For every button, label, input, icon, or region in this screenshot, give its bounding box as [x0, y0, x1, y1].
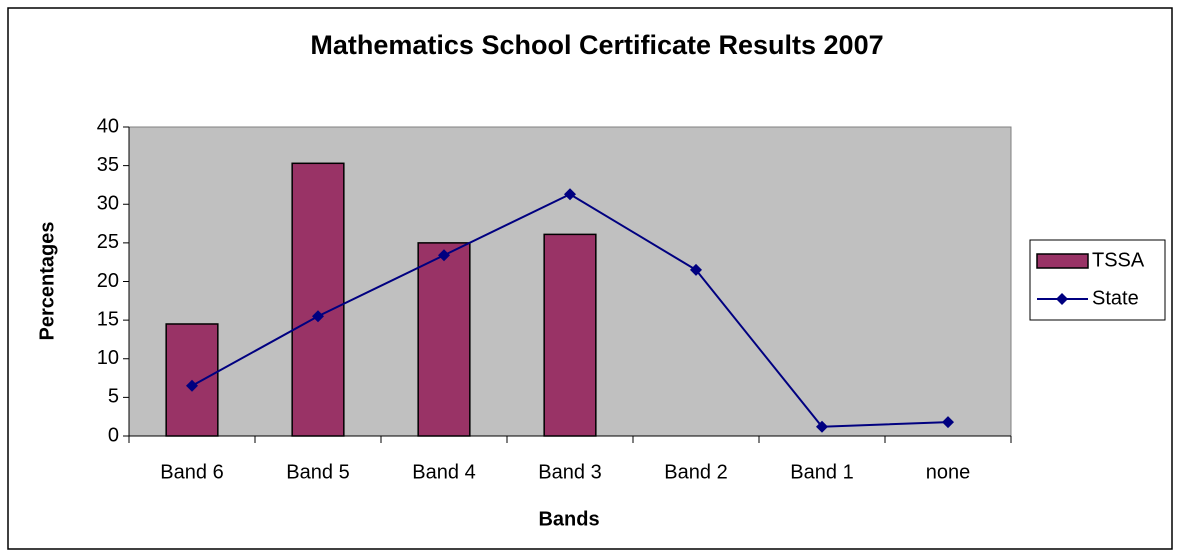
x-tick-label: Band 6 [160, 461, 223, 483]
legend-label: State [1092, 287, 1139, 309]
x-tick-label: Band 3 [538, 461, 601, 483]
x-tick-label: Band 5 [286, 461, 349, 483]
y-tick-label: 15 [97, 308, 119, 330]
bar [417, 242, 471, 437]
y-tick-label: 10 [97, 347, 119, 369]
bar [291, 162, 345, 437]
x-tick-label: Band 1 [790, 461, 853, 483]
bar [543, 233, 597, 437]
x-tick-label: none [926, 461, 971, 483]
y-tick-label: 35 [97, 154, 119, 176]
marker [816, 420, 828, 433]
marker [690, 263, 702, 276]
legend-label: TSSA [1092, 249, 1145, 271]
legend-swatch [1036, 253, 1089, 269]
marker [186, 379, 198, 392]
y-axis-label: Percentages [36, 222, 58, 341]
marker [942, 416, 954, 429]
y-tick-label: 25 [97, 231, 119, 253]
y-tick-label: 0 [108, 424, 119, 446]
x-tick-label: Band 2 [664, 461, 727, 483]
chart-title: Mathematics School Certificate Results 2… [310, 30, 883, 60]
y-tick-label: 5 [108, 386, 119, 408]
x-axis-label: Bands [538, 508, 599, 530]
y-tick-label: 40 [97, 115, 119, 137]
y-tick-label: 30 [97, 193, 119, 215]
marker [312, 310, 324, 323]
marker [438, 249, 450, 262]
legend-marker [1056, 293, 1068, 305]
marker [564, 188, 576, 201]
y-tick-label: 20 [97, 270, 119, 292]
x-tick-label: Band 4 [412, 461, 475, 483]
